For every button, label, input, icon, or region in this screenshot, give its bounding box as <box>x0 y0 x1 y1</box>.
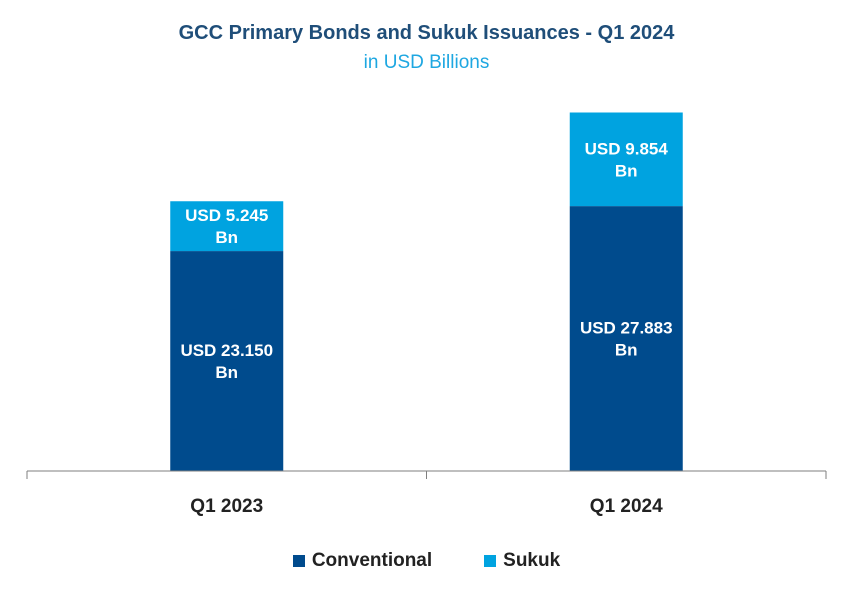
legend-label-sukuk: Sukuk <box>503 550 561 571</box>
bar-conventional-q1-2024 <box>569 206 683 471</box>
data-label-conventional-q1-2023: USD 23.150 Bn <box>180 341 273 382</box>
legend-item-sukuk: Sukuk <box>484 550 560 572</box>
bar-sukuk-q1-2023 <box>170 201 284 252</box>
bar-conventional-q1-2023 <box>170 251 284 471</box>
legend-label-conventional: Conventional <box>311 550 433 571</box>
x-tick-label-q1-2024: Q1 2024 <box>590 496 663 517</box>
legend: Conventional Sukuk <box>0 550 853 572</box>
legend-item-conventional: Conventional <box>292 550 433 572</box>
data-label-sukuk-q1-2023: USD 5.245 Bn <box>185 206 268 247</box>
data-label-sukuk-q1-2024: USD 9.854 Bn <box>585 139 669 180</box>
data-label-conventional-q1-2024: USD 27.883 Bn <box>580 319 673 360</box>
chart-subtitle: in USD Billions <box>363 52 490 73</box>
legend-swatch-sukuk <box>484 555 497 567</box>
legend-swatch-conventional <box>292 555 305 567</box>
bar-sukuk-q1-2024 <box>569 112 683 207</box>
chart-title: GCC Primary Bonds and Sukuk Issuances - … <box>178 22 675 44</box>
x-tick-label-q1-2023: Q1 2023 <box>190 496 263 517</box>
